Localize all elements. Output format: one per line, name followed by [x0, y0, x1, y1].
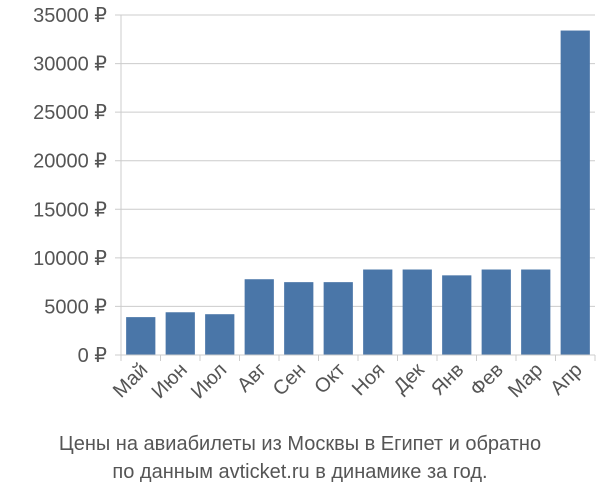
caption-line-2: по данным avticket.ru в динамике за год.	[112, 461, 488, 483]
bar-3	[205, 314, 235, 355]
x-tick-label: Апр	[546, 359, 587, 400]
chart-caption: Цены на авиабилеты из Москвы в Египет и …	[0, 430, 600, 486]
y-tick-label: 0 ₽	[78, 345, 108, 367]
y-tick-label: 10000 ₽	[33, 248, 107, 270]
caption-line-1: Цены на авиабилеты из Москвы в Египет и …	[58, 433, 542, 455]
bar-5	[284, 282, 314, 355]
x-tick-label: Авг	[233, 359, 271, 397]
axes	[120, 15, 596, 361]
x-tick-label: Мар	[504, 359, 547, 402]
bar-1	[126, 317, 156, 355]
bar-11	[521, 269, 551, 355]
bar-8	[402, 269, 432, 355]
bar-6	[323, 282, 353, 355]
x-tick-label: Янв	[427, 359, 468, 400]
bar-2	[165, 312, 195, 355]
y-tick-label: 25000 ₽	[33, 102, 107, 124]
y-tick-label: 30000 ₽	[33, 54, 107, 76]
x-tick-label: Июн	[148, 359, 192, 403]
x-tick-label: Июл	[187, 359, 231, 403]
x-tick-label: Окт	[310, 359, 349, 398]
y-tick-labels: 0 ₽ 5000 ₽ 10000 ₽ 15000 ₽ 20000 ₽ 25000 ₽ 300…	[33, 5, 107, 367]
bar-9	[442, 275, 472, 355]
bar-7	[363, 269, 393, 355]
y-tick-label: 5000 ₽	[44, 296, 107, 318]
y-tick-label: 20000 ₽	[33, 151, 107, 173]
x-tick-label: Май	[109, 359, 152, 402]
x-tick-label: Фев	[466, 359, 508, 401]
bars	[126, 30, 590, 356]
bar-12	[560, 30, 590, 356]
grid-lines	[115, 14, 595, 356]
x-tick-label: Ноя	[348, 359, 389, 400]
x-tick-label: Дек	[390, 359, 429, 398]
bar-4	[244, 279, 274, 355]
y-tick-label: 15000 ₽	[33, 199, 107, 221]
x-tick-label: Сен	[269, 359, 310, 400]
y-tick-label: 35000 ₽	[33, 5, 107, 27]
bar-10	[481, 269, 511, 355]
